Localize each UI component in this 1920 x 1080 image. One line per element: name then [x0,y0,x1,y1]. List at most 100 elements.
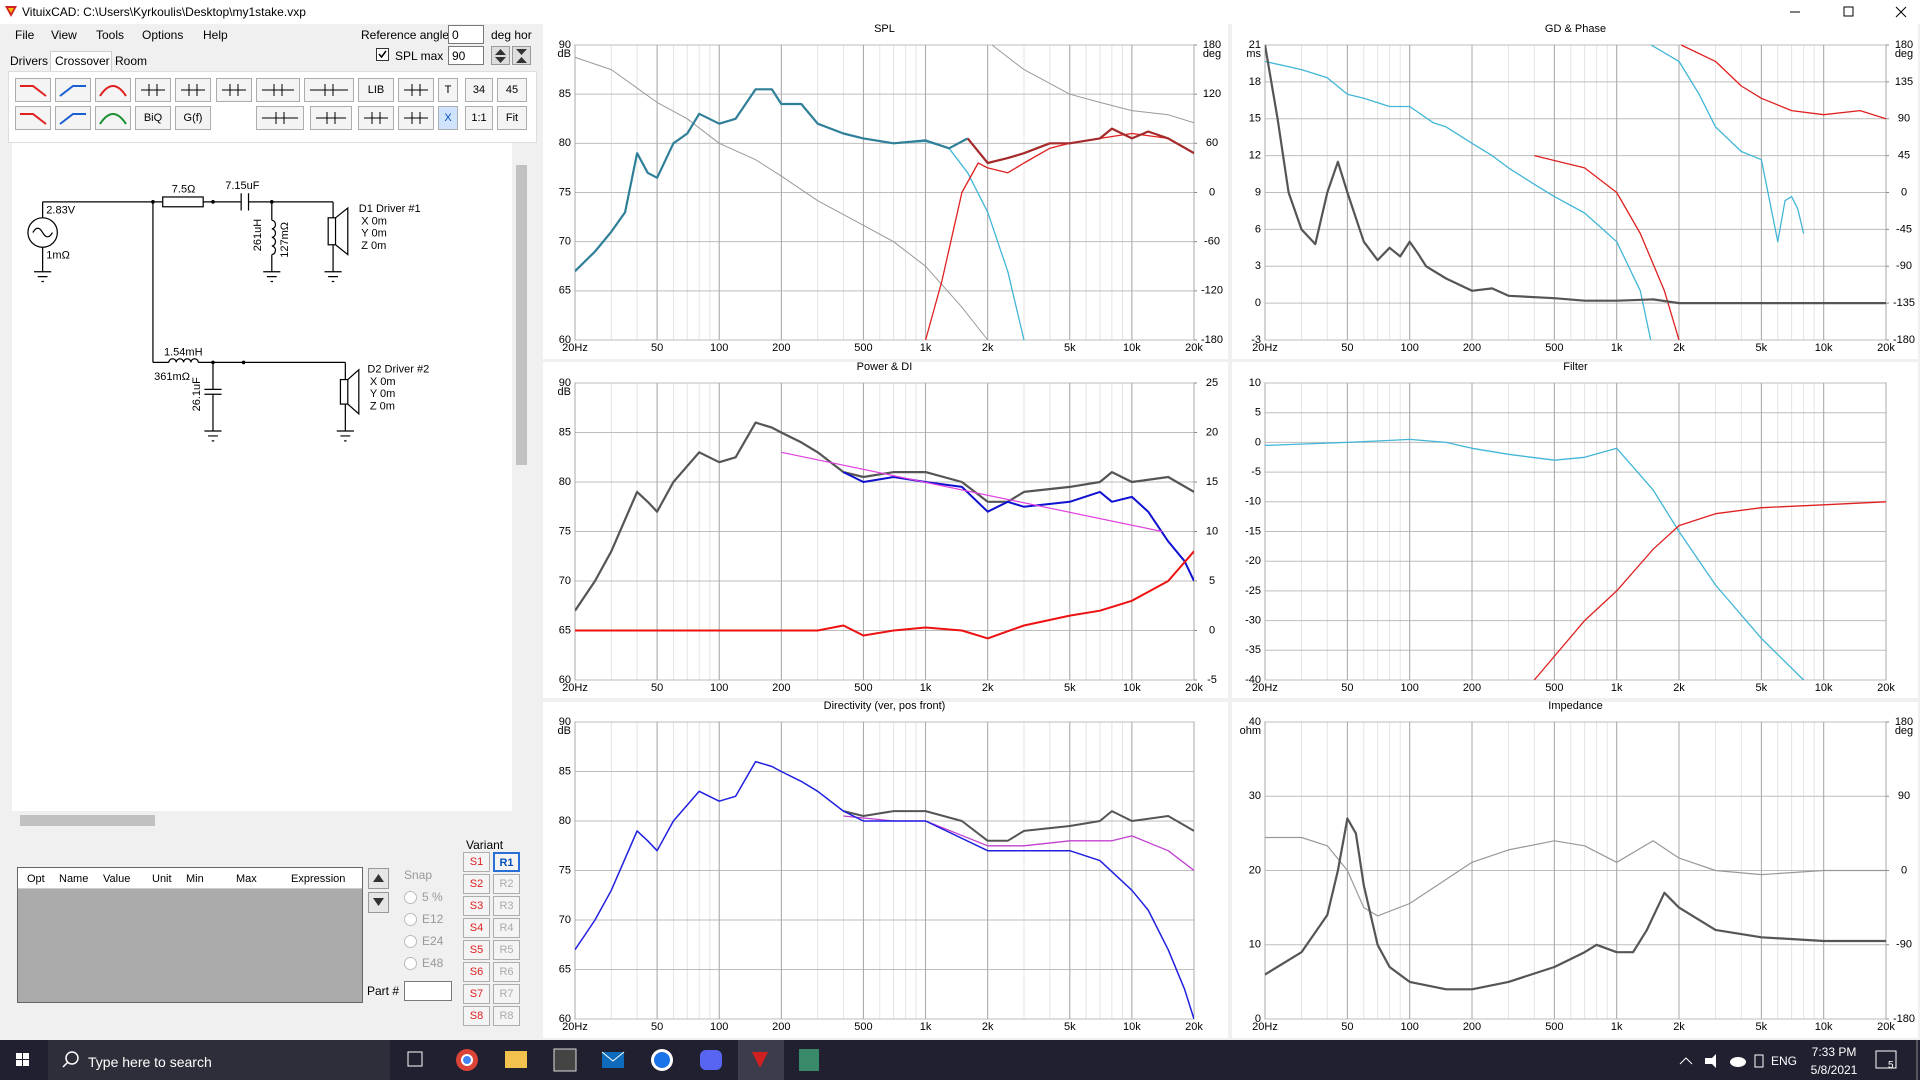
variant-s[interactable]: S1 [463,852,490,872]
menu-item[interactable]: Options [142,28,184,42]
x-tick-label: 1k [920,682,932,694]
variant-r[interactable]: R7 [493,984,520,1004]
tool-button[interactable] [398,106,434,130]
window-controls[interactable] [1780,0,1920,24]
tool-button[interactable] [310,106,352,130]
search-box[interactable]: Type here to search [88,1054,212,1070]
language[interactable]: ENG [1771,1054,1798,1068]
column-header: Max [236,873,257,885]
clock-time[interactable]: 7:33 PM [1811,1045,1857,1059]
tool-button[interactable]: Fit [497,106,527,130]
menu-item[interactable]: View [51,28,77,42]
x-tick-label: 10k [1815,1021,1833,1033]
curve [781,451,1163,533]
notification-count[interactable]: 5 [1888,1060,1894,1071]
h-scrollbar[interactable] [12,812,512,829]
y2-tick-label: 180 [1203,39,1221,51]
y2-tick-label: 10 [1206,525,1218,537]
menu-item[interactable]: File [15,28,35,42]
app-icon [5,6,17,17]
spl-max-input[interactable]: 90 [448,46,484,65]
curve [575,88,969,272]
clock-date[interactable]: 5/8/2021 [1810,1063,1858,1077]
reference-input[interactable]: 0 [448,25,484,44]
variant-s[interactable]: S5 [463,940,490,960]
v-scrollbar[interactable] [513,143,530,811]
tool-button[interactable]: LIB [358,78,394,102]
variant-r[interactable]: R3 [493,896,520,916]
radio[interactable] [404,891,417,904]
tool-button[interactable] [175,78,211,102]
y-tick-label: 9 [1255,186,1261,198]
l2-label: 1.54mH [164,347,203,359]
variant-r[interactable]: R6 [493,962,520,982]
x-tick-label: 2k [1673,342,1685,354]
variant-r[interactable]: R2 [493,874,520,894]
tool-button[interactable] [15,106,51,130]
x-tick-label: 20Hz [1252,342,1278,354]
x-tick-label: 1k [1611,342,1623,354]
tool-button[interactable]: T [438,78,458,102]
spl-max-checkbox[interactable] [376,48,390,62]
tab-label[interactable]: Room [115,54,148,68]
tab-label[interactable]: Crossover [55,54,110,68]
variant-r[interactable]: R5 [493,940,520,960]
tool-button[interactable] [55,78,91,102]
variant-r[interactable]: R8 [493,1006,520,1026]
tool-button[interactable]: 34 [465,78,493,102]
tool-button[interactable] [135,78,171,102]
tool-button[interactable]: X [438,106,458,130]
y-tick-label: 75 [559,525,571,537]
tool-button[interactable] [304,78,354,102]
tool-button[interactable]: G(f) [175,106,211,130]
tool-button[interactable] [15,78,51,102]
variant-r[interactable]: R1 [493,852,520,872]
y2-tick-label: -5 [1207,674,1217,686]
y-tick-label: 0 [1255,436,1261,448]
driver-label: X 0m [370,376,396,388]
variant-s[interactable]: S8 [463,1006,490,1026]
radio[interactable] [404,957,417,970]
part-input[interactable] [404,981,452,1001]
y-tick-label: 65 [559,624,571,636]
tool-button[interactable] [358,106,394,130]
variant-s[interactable]: S7 [463,984,490,1004]
tool-button[interactable] [256,106,304,130]
taskbar-icons[interactable] [0,1040,1920,1080]
tab-active[interactable] [50,51,112,72]
radio[interactable] [404,935,417,948]
tool-button[interactable] [216,78,252,102]
y-tick-label: 70 [559,236,571,248]
tool-button[interactable] [256,78,300,102]
spl-buttons[interactable] [491,46,531,66]
tool-button[interactable]: 45 [497,78,527,102]
x-tick-label: 20k [1877,342,1895,354]
optimizer-move[interactable] [368,868,390,914]
tab-label[interactable]: Drivers [10,54,48,68]
variant-s[interactable]: S2 [463,874,490,894]
x-tick-label: 10k [1123,1021,1141,1033]
x-tick-label: 1k [920,342,932,354]
tool-button[interactable]: BiQ [135,106,171,130]
x-tick-label: 20k [1877,1021,1895,1033]
x-tick-label: 5k [1064,1021,1076,1033]
tool-button[interactable] [55,106,91,130]
variant-s[interactable]: S6 [463,962,490,982]
x-tick-label: 2k [982,1021,994,1033]
menu-item[interactable]: Tools [96,28,125,42]
variant-r[interactable]: R4 [493,918,520,938]
x-tick-label: 5k [1756,342,1768,354]
tool-button[interactable] [95,78,131,102]
y2-tick-label: 0 [1901,864,1907,876]
menu-item[interactable]: Help [203,28,228,42]
optimizer-table[interactable] [17,867,363,1003]
variant-s[interactable]: S3 [463,896,490,916]
column-header: Unit [152,873,172,885]
y-tick-label: 70 [559,914,571,926]
tool-button[interactable] [95,106,131,130]
radio[interactable] [404,913,417,926]
x-tick-label: 100 [1401,682,1419,694]
variant-s[interactable]: S4 [463,918,490,938]
tool-button[interactable]: 1:1 [465,106,493,130]
tool-button[interactable] [398,78,434,102]
